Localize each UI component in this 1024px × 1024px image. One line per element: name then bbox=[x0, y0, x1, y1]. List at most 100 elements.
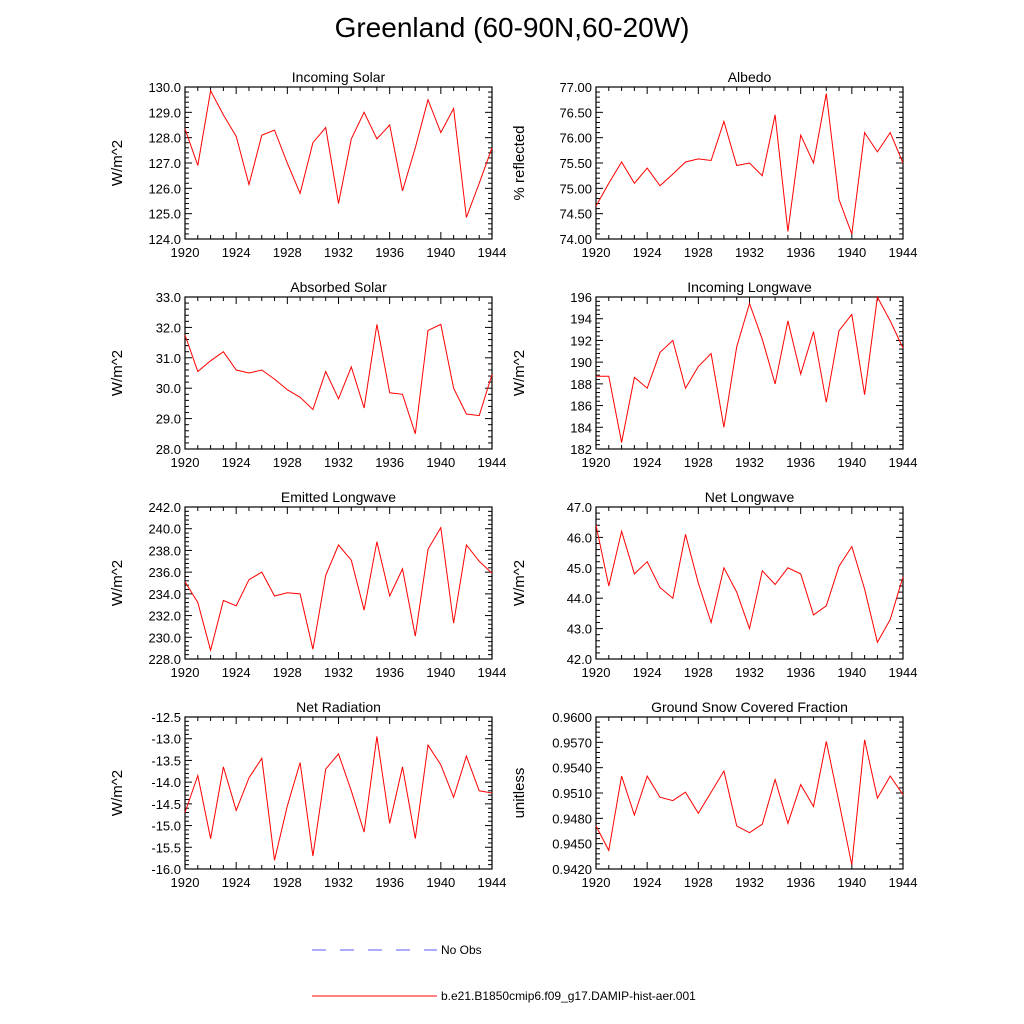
y-tick-label: 43.0 bbox=[567, 622, 592, 637]
x-tick-label: 1928 bbox=[684, 875, 713, 890]
x-tick-label: 1928 bbox=[273, 875, 302, 890]
x-tick-label: 1932 bbox=[324, 665, 353, 680]
x-tick-label: 1920 bbox=[582, 455, 611, 470]
y-tick-label: 42.0 bbox=[567, 652, 592, 667]
x-tick-label: 1940 bbox=[837, 245, 866, 260]
x-tick-label: 1924 bbox=[633, 875, 662, 890]
series-line bbox=[596, 295, 904, 443]
x-tick-label: 1944 bbox=[889, 875, 918, 890]
y-tick-label: 128.0 bbox=[148, 131, 181, 146]
x-tick-label: 1944 bbox=[478, 455, 507, 470]
y-tick-label: 28.0 bbox=[156, 442, 181, 457]
x-tick-label: 1920 bbox=[171, 455, 200, 470]
x-tick-label: 1936 bbox=[786, 245, 815, 260]
x-tick-label: 1920 bbox=[582, 665, 611, 680]
y-axis-label: W/m^2 bbox=[511, 350, 528, 396]
x-tick-label: 1924 bbox=[633, 245, 662, 260]
y-tick-label: 76.00 bbox=[559, 131, 592, 146]
y-tick-label: 236.0 bbox=[148, 565, 181, 580]
y-tick-label: 32.0 bbox=[156, 320, 181, 335]
x-tick-label: 1920 bbox=[171, 875, 200, 890]
y-tick-label: 190 bbox=[570, 355, 592, 370]
y-tick-label: 188 bbox=[570, 377, 592, 392]
y-axis-label: W/m^2 bbox=[109, 140, 126, 186]
x-tick-label: 1944 bbox=[889, 455, 918, 470]
panel-8: 1920 1924 1928 1932 1936 1940 1944 0.9420 0.9450… bbox=[511, 699, 917, 890]
y-axis-label: W/m^2 bbox=[109, 560, 126, 606]
y-tick-label: -14.0 bbox=[151, 775, 181, 790]
x-tick-label: 1936 bbox=[786, 455, 815, 470]
series-line bbox=[595, 739, 904, 865]
x-tick-label: 1936 bbox=[375, 245, 404, 260]
y-tick-label: 47.0 bbox=[567, 500, 592, 515]
panel-title: Net Longwave bbox=[705, 489, 795, 505]
y-tick-label: 242.0 bbox=[148, 500, 181, 515]
y-tick-label: 129.0 bbox=[148, 105, 181, 120]
panel-title: Incoming Solar bbox=[292, 69, 386, 85]
x-tick-label: 1932 bbox=[735, 245, 764, 260]
x-tick-label: 1928 bbox=[684, 455, 713, 470]
x-tick-label: 1936 bbox=[786, 665, 815, 680]
series-line bbox=[184, 323, 493, 434]
y-tick-label: -15.0 bbox=[151, 819, 181, 834]
y-tick-label: 0.9510 bbox=[552, 786, 592, 801]
y-tick-label: 192 bbox=[570, 333, 592, 348]
series-line bbox=[595, 93, 904, 235]
x-tick-label: 1932 bbox=[735, 455, 764, 470]
x-tick-label: 1936 bbox=[375, 455, 404, 470]
y-tick-label: 74.50 bbox=[559, 207, 592, 222]
x-tick-label: 1924 bbox=[633, 455, 662, 470]
x-tick-label: 1940 bbox=[837, 665, 866, 680]
legend-label-model: b.e21.B1850cmip6.f09_g17.DAMIP-hist-aer.… bbox=[441, 989, 696, 1003]
legend: No Obs b.e21.B1850cmip6.f09_g17.DAMIP-his… bbox=[312, 943, 696, 1003]
x-tick-label: 1924 bbox=[633, 665, 662, 680]
panel-4: 1920 1924 1928 1932 1936 1940 1944 182 184 186 188… bbox=[511, 279, 917, 470]
y-tick-label: 196 bbox=[570, 290, 592, 305]
x-tick-label: 1932 bbox=[735, 665, 764, 680]
y-tick-label: 238.0 bbox=[148, 543, 181, 558]
y-tick-label: 44.0 bbox=[567, 591, 592, 606]
x-tick-label: 1924 bbox=[222, 875, 251, 890]
x-tick-label: 1940 bbox=[426, 875, 455, 890]
plot-frame bbox=[595, 506, 904, 660]
y-tick-label: 77.00 bbox=[559, 80, 592, 95]
y-tick-label: -15.5 bbox=[151, 840, 181, 855]
x-tick-label: 1940 bbox=[426, 665, 455, 680]
plot-frame bbox=[595, 296, 904, 450]
panel-title: Incoming Longwave bbox=[687, 279, 812, 295]
y-tick-label: 0.9570 bbox=[552, 735, 592, 750]
y-tick-label: 186 bbox=[570, 399, 592, 414]
y-tick-label: 30.0 bbox=[156, 381, 181, 396]
y-tick-label: -16.0 bbox=[151, 862, 181, 877]
y-axis-label: W/m^2 bbox=[511, 560, 528, 606]
y-tick-label: 126.0 bbox=[148, 181, 181, 196]
x-tick-label: 1932 bbox=[735, 875, 764, 890]
x-tick-label: 1924 bbox=[222, 245, 251, 260]
series-line bbox=[184, 526, 493, 653]
y-tick-label: 46.0 bbox=[567, 530, 592, 545]
panel-title: Absorbed Solar bbox=[290, 279, 387, 295]
y-axis-label: unitless bbox=[511, 768, 528, 819]
x-tick-label: 1936 bbox=[375, 875, 404, 890]
legend-label-no-obs: No Obs bbox=[441, 943, 482, 957]
x-tick-label: 1920 bbox=[171, 665, 200, 680]
y-tick-label: 194 bbox=[570, 312, 592, 327]
x-tick-label: 1944 bbox=[889, 245, 918, 260]
x-tick-label: 1928 bbox=[273, 245, 302, 260]
x-tick-label: 1936 bbox=[786, 875, 815, 890]
y-tick-label: -14.5 bbox=[151, 797, 181, 812]
plot-frame bbox=[184, 506, 493, 660]
x-tick-label: 1944 bbox=[889, 665, 918, 680]
x-tick-label: 1920 bbox=[582, 875, 611, 890]
y-tick-label: 228.0 bbox=[148, 652, 181, 667]
x-tick-label: 1924 bbox=[222, 665, 251, 680]
y-tick-label: 0.9420 bbox=[552, 862, 592, 877]
y-tick-label: 124.0 bbox=[148, 232, 181, 247]
series-line bbox=[595, 525, 904, 644]
panel-title: Albedo bbox=[728, 69, 772, 85]
y-tick-label: 234.0 bbox=[148, 587, 181, 602]
x-tick-label: 1928 bbox=[684, 665, 713, 680]
y-tick-label: -13.0 bbox=[151, 732, 181, 747]
series-line bbox=[184, 89, 493, 218]
y-tick-label: 74.00 bbox=[559, 232, 592, 247]
